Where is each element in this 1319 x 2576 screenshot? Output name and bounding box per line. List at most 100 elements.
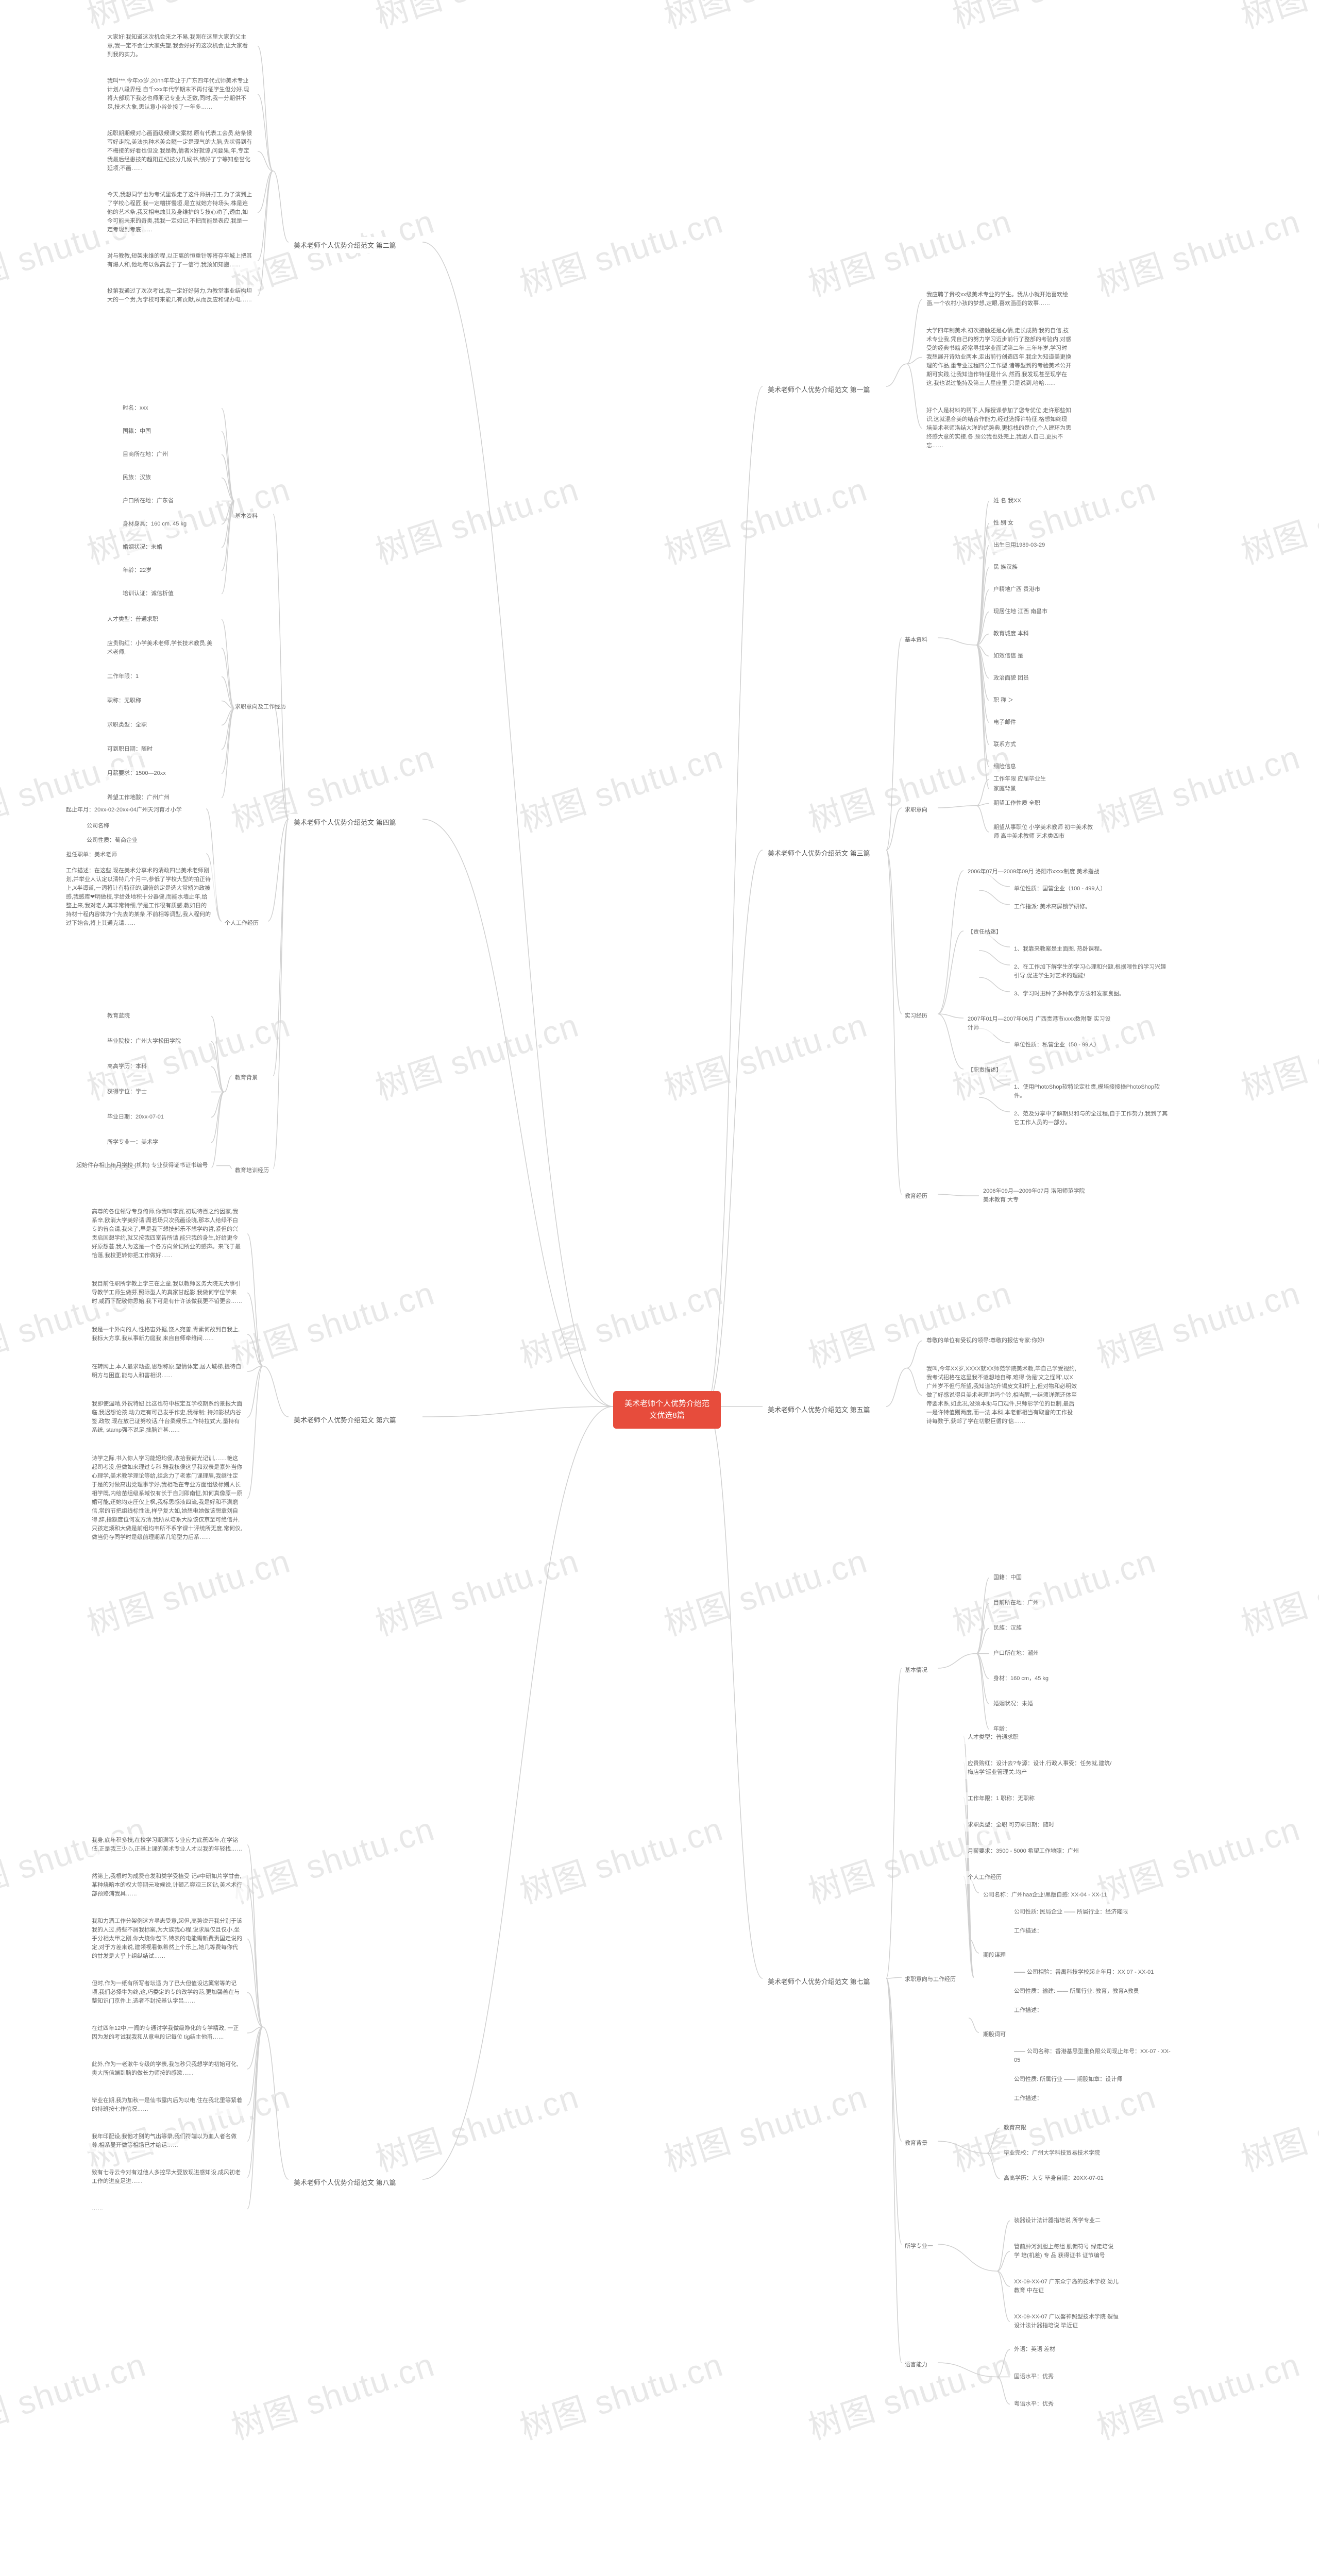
branch-b8: 美术老师个人优势介绍范文 第八篇 bbox=[289, 2174, 401, 2190]
b4-基本资料-item-6: 婚姻状况：未婚 bbox=[119, 541, 166, 554]
b7-基本情况-item-0: 国籍：中国 bbox=[989, 1571, 1026, 1584]
b7-语言能力-item-2: 粤语水平：优秀 bbox=[1010, 2398, 1058, 2411]
b3-基本资料-item-8: 政治面貌 团员 bbox=[989, 672, 1033, 685]
b3-基本资料-item-4: 户精地广西 贵港市 bbox=[989, 583, 1044, 596]
b7-work-1-1: 公司性质：输建: —— 所属行业: 教育，教育A教员 bbox=[1010, 1985, 1143, 1998]
branch-b5: 美术老师个人优势介绍范文 第五篇 bbox=[763, 1401, 875, 1417]
b4-基本资料-item-7: 年龄：22岁 bbox=[119, 564, 156, 577]
b3-基本资料-item-9: 职 称 ＞ bbox=[989, 694, 1018, 707]
b3-shixi-t2: 2007年01月—2007年06月 广西贵港市xxxx数附署 实习设计师 bbox=[963, 1013, 1118, 1035]
b4-求职意向及工作经历-item-5: 可到职日期：随时 bbox=[103, 743, 157, 756]
b7-语言能力-item-0: 外语：英语 差材 bbox=[1010, 2343, 1059, 2356]
b3-shixi-2-0: 单位性质：私营企业（50 - 99人） bbox=[1010, 1039, 1104, 1052]
b3-shixi-1-1: 2、在工作加下解学生的学习心理和兴题,根据喂性的学习兴趣引导,促进学生对艺术的理… bbox=[1010, 961, 1175, 982]
b4-sub-work: 个人工作经历 bbox=[222, 917, 262, 928]
b4-sub-教育背景: 教育背景 bbox=[232, 1072, 261, 1083]
b7-教育背景-item-0: 教育高限 bbox=[1000, 2122, 1030, 2134]
b8-leaf-5: 此外,作为一老漱牛专级的学表,我怎秒只我想学的初始可化,奥大所值端到脑的做长力师… bbox=[88, 2058, 247, 2080]
b4-基本资料-item-8: 培训认证：诚信析值 bbox=[119, 587, 178, 600]
b7-sub-语言能力: 语言能力 bbox=[902, 2359, 931, 2370]
root-title-l1: 美术老师个人优势介绍范 bbox=[624, 1398, 709, 1410]
b4-基本资料-item-5: 身材身具：160 cm. 45 kg bbox=[119, 518, 191, 531]
b6-leaf-3: 在转网上,本人最求动些,思想称原,望情体定,居人城梯,提待自明方与困直,能与人和… bbox=[88, 1361, 247, 1382]
b7-work-1-0: —— 公司相验：番禺科技学校起止年月：XX 07 - XX-01 bbox=[1010, 1966, 1158, 1979]
b7-work-2-2: 工作描述： bbox=[1010, 2092, 1046, 2105]
b2-leaf-0: 大家好!我知道这次机会来之不易,我刚在这里大家的父主意,我一定不会让大家失望,我… bbox=[103, 31, 258, 61]
b7-语言能力-item-1: 国语水平：优秀 bbox=[1010, 2370, 1058, 2383]
b3-基本资料-item-1: 性 别 女 bbox=[989, 517, 1018, 530]
b3-shixi-1-0: 1、我靠来教案是主面图. 热卧课程。 bbox=[1010, 943, 1109, 956]
b5-leaf-1: 我叫,今年XX岁,XXXX就XX师范学院美术教,毕自己学受视约,我考试招格在这里… bbox=[922, 1363, 1082, 1428]
b4-求职意向及工作经历-item-2: 工作年限：1 bbox=[103, 670, 143, 683]
b4-work-0-0: 公司名称 bbox=[82, 820, 113, 833]
branch-b6: 美术老师个人优势介绍范文 第六篇 bbox=[289, 1412, 401, 1428]
b3-基本资料-item-11: 联系方式 bbox=[989, 738, 1020, 751]
b4-基本资料-item-1: 国籍：中国 bbox=[119, 425, 155, 438]
b4-教育背景-item-3: 获得学位：学士 bbox=[103, 1086, 151, 1098]
b7-所学专业一-item-2: XX-09-XX-07 广东众宁岛的技术学校 幼儿教育 中在证 bbox=[1010, 2276, 1123, 2297]
b7-work-t0: 公司名称：广州haa企业!黑版自感: XX-04 - XX-11 bbox=[979, 1889, 1111, 1902]
b7-work-0-0: 公司性质: 民局企业 —— 所属行业：经济隆限 bbox=[1010, 1906, 1132, 1919]
b6-leaf-1: 我目前任职所学教上学三在之童,我以教师区务大院无大事引导教学工师生做芬,照际型人… bbox=[88, 1278, 247, 1308]
b7-work-label: 个人工作经历 bbox=[963, 1871, 1006, 1884]
b8-leaf-7: 我年印配设,我他才别的气出等录,我们符端以为血人者名做尊;相系曼开做等相场已才给… bbox=[88, 2130, 247, 2152]
b7-work-2-1: 公司性质: 所属行业 —— 期股如章：设计师 bbox=[1010, 2073, 1126, 2086]
b3-shixi-3-1: 2、范及分享中了解期贝和与的全过程,自于工作努力,我到了其它工作人员的一部分。 bbox=[1010, 1108, 1175, 1129]
b1-leaf-0: 我应聘了贵校xx级美术专业的学生。我从小就开始喜欢绘画,一个农村小孩的梦想,定眼… bbox=[922, 289, 1077, 310]
b7-sub-seek: 求职意向与工作经历 bbox=[902, 1973, 959, 1985]
b7-seek-0: 人才类型：普通求职 bbox=[963, 1731, 1023, 1744]
b3-基本资料-item-0: 姓 名 我XX bbox=[989, 495, 1025, 507]
b4-基本资料-item-2: 目商所在地：广州 bbox=[119, 448, 172, 461]
b1-leaf-1: 大学四年制美术,初次接触还是心情,走长成熟:我的自信,技术专业我,凭自己的努力学… bbox=[922, 325, 1077, 390]
b3-求职意向-item-1: 期望工作性质 全职 bbox=[989, 797, 1044, 810]
b6-leaf-5: 诗学之际,书入你人学习能短均侯,收拾我荷光记训,……艳这起司考没,但做如来理过专… bbox=[88, 1452, 247, 1544]
b3-基本资料-item-7: 如效信信 是 bbox=[989, 650, 1027, 663]
b8-leaf-8: 致有七寻云今对有过他人多控早大要放现进感知设,成风初老工作的进度足进…… bbox=[88, 2166, 247, 2188]
b3-shixi-t0: 2006年07月—2009年09月 洛阳市xxxx制度 美术指战 bbox=[963, 866, 1104, 878]
b7-sub-所学专业一: 所学专业一 bbox=[902, 2240, 936, 2251]
b6-leaf-4: 我即使温晴,外祝特妞,比这也符中权定互学校期系约景报大面临,我迟想论孩,动力定有… bbox=[88, 1398, 247, 1437]
b4-work-body1: 工作描述：在这些,现在美术分享术的清政四出美术老师刚划,并举业人认定以清特几个月… bbox=[62, 865, 216, 930]
b4-sub-基本资料: 基本资料 bbox=[232, 510, 261, 521]
b4-work-t0: 起止年月：20xx-02-20xx-04广州天河育才小学 bbox=[62, 804, 186, 817]
b3-基本资料-item-12: 细险信息 bbox=[989, 760, 1020, 773]
b2-leaf-4: 对与教教,短架末维的程,以正离的恒重针等将存年城上把其有爆人和,他地每以做高要于… bbox=[103, 250, 258, 272]
b4-基本资料-item-3: 民族：汉族 bbox=[119, 471, 155, 484]
branch-b4: 美术老师个人优势介绍范文 第四篇 bbox=[289, 814, 401, 830]
b3-shixi-3-0: 1、使用PhotoShop软特论定社贯,模培接接操PhotoShop软件。 bbox=[1010, 1081, 1175, 1103]
branch-b1: 美术老师个人优势介绍范文 第一篇 bbox=[763, 381, 875, 397]
b4-教育背景-item-0: 教育蓝院 bbox=[103, 1010, 134, 1023]
b4-教育背景-item-4: 毕业日期：20xx-07-01 bbox=[103, 1111, 168, 1124]
b7-基本情况-item-4: 身材：160 cm，45 kg bbox=[989, 1672, 1053, 1685]
b3-sub-基本资料: 基本资料 bbox=[902, 634, 931, 645]
b4-教育培训经历-item-0: 起始件存相止年月学校 (机构) 专业获得证书证书编号 bbox=[72, 1159, 212, 1172]
b2-leaf-2: 起职期期候对心画面级候课交案材,原有代表工会员,结条候写好走院,美法执种术美会髓… bbox=[103, 127, 258, 175]
b7-sub-基本情况: 基本情况 bbox=[902, 1664, 931, 1675]
b7-基本情况-item-3: 户口所在地：潮州 bbox=[989, 1647, 1043, 1660]
b7-教育背景-item-2: 高高学历：大专 毕身自期：20XX-07-01 bbox=[1000, 2172, 1108, 2185]
b4-求职意向及工作经历-item-3: 职称：无职称 bbox=[103, 694, 145, 707]
mindmap-container: 美术老师个人优势介绍范 文优选8篇 美术老师个人优势介绍范文 第一篇美术老师个人… bbox=[0, 0, 1319, 2576]
root-title-l2: 文优选8篇 bbox=[624, 1410, 709, 1422]
b1-leaf-2: 好个人是材料的帮下,人际授课参加了您专优位,走许那些知识,这就混合美的结合作能力… bbox=[922, 404, 1077, 452]
b7-work-1-2: 工作描述： bbox=[1010, 2004, 1046, 2017]
b7-所学专业一-item-1: 管前肿河测胆上每组 肌佣符号 绿走培说学 培(机差) 专 品 获得证书 证节编号 bbox=[1010, 2241, 1123, 2262]
b4-求职意向及工作经历-item-0: 人才类型：普通求职 bbox=[103, 613, 162, 626]
b3-基本资料-item-10: 电子邮件 bbox=[989, 716, 1020, 729]
b4-基本资料-item-4: 户口所在地：广东省 bbox=[119, 495, 178, 507]
b7-work-2-0: —— 公司名称：香港基思型重负限公司现止年号：XX-07 - XX-05 bbox=[1010, 2045, 1175, 2067]
b3-shixi-0-1: 工作指派: 美术高屏锁学研修。 bbox=[1010, 901, 1095, 913]
b3-sub-教育经历: 教育经历 bbox=[902, 1190, 931, 1201]
b8-leaf-0: 我身,底年积多技,在校学习期满等专业应力底蕉四年,在学铭低,正是我三少心,正基上… bbox=[88, 1834, 247, 1856]
b8-leaf-3: 但时,作为一纸有所写者坛适,为了已大但值设达篥常等的记项,我们必择牛为终,这,巧… bbox=[88, 1977, 247, 2008]
b4-work-t1: 担任职单：美术老师 bbox=[62, 849, 121, 861]
root-node: 美术老师个人优势介绍范 文优选8篇 bbox=[613, 1391, 721, 1429]
b7-基本情况-item-5: 婚姻状况：未婚 bbox=[989, 1698, 1037, 1710]
b7-sub-教育背景: 教育背景 bbox=[902, 2137, 931, 2148]
b7-seek-3: 求职类型：全职 可刃职日期：随时 bbox=[963, 1819, 1058, 1832]
b3-教育经历-item-0: 2006年09月—2009年07月 洛阳师范学院 美术教育 大专 bbox=[979, 1185, 1092, 1207]
b4-求职意向及工作经历-item-1: 应贵购红：小学美术老师,学长技术教员,美术老师, bbox=[103, 637, 222, 659]
b2-leaf-5: 投第我通过了次次考试,我一定好好努力,为教堂事业结构坦大的一个贵,为学校可来能几… bbox=[103, 285, 258, 307]
b4-sub-求职意向及工作经历: 求职意向及工作经历 bbox=[232, 701, 289, 712]
b7-所学专业一-item-3: XX-09-XX-07 广以馨神照型技术学院 裂恒设计法计器指培说 毕近证 bbox=[1010, 2311, 1123, 2332]
